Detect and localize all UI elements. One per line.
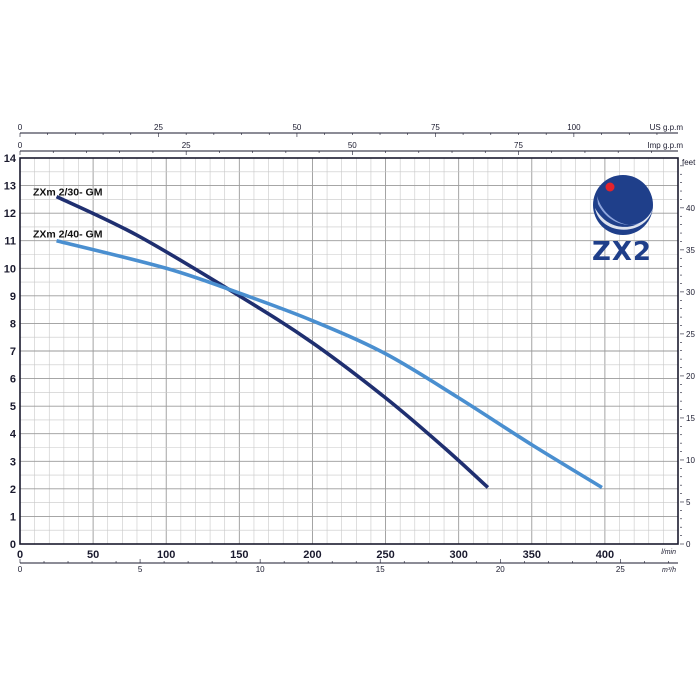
y-tick-label: 2 [10,484,16,496]
logo-dot [605,182,615,192]
secondary-x-tick-label: 0 [18,565,23,574]
series-line-1 [55,194,490,489]
logo-swirl [597,196,652,225]
y-tick-label: 3 [10,456,16,468]
right-axis-tick-label: 35 [686,246,695,255]
series-line-2 [56,238,603,490]
secondary-x-unit-label: m³/h [662,567,676,574]
top-axis-us-gpm-tick-label: 100 [567,123,581,132]
y-tick-label: 11 [4,236,16,248]
x-tick-label: 0 [17,549,23,561]
y-tick-label: 9 [10,291,16,303]
right-axis-tick-label: 30 [686,288,695,297]
brand-logo: ZX2 [592,175,653,267]
top-axis-us-gpm-tick-label: 50 [292,123,301,132]
top-axis-imp-gpm-tick-label: 50 [348,141,357,150]
x-tick-label: 250 [376,549,394,561]
y-tick-label: 1 [10,511,16,523]
x-tick-label: 300 [449,549,467,561]
x-tick-label: 400 [596,549,614,561]
right-axis-tick-label: 40 [686,204,695,213]
right-axis-tick-label: 10 [686,456,695,465]
secondary-x-tick-label: 10 [256,565,265,574]
series-label-1: ZXm 2/30- GM [33,187,103,199]
series-lines [55,194,603,490]
y-tick-label: 10 [4,263,16,275]
y-tick-label: 7 [10,346,16,358]
grid [19,157,679,545]
right-axis-tick-label: 5 [686,498,691,507]
top-axis-us-gpm-tick-label: 75 [431,123,440,132]
logo-text: ZX2 [592,237,652,267]
y-tick-label: 14 [4,153,17,165]
x-tick-label: 200 [303,549,321,561]
x-tick-label: 350 [523,549,541,561]
logo-swirl-highlight [595,208,653,230]
series-labels: ZXm 2/30- GM ZXm 2/40- GM [33,187,103,241]
y-tick-label: 0 [10,539,16,551]
y-tick-label: 4 [10,429,17,441]
secondary-x-tick-label: 20 [496,565,505,574]
top-axis-imp-gpm-tick-label: 25 [182,141,191,150]
y-tick-label: 5 [10,401,16,413]
top-axis-us-gpm-tick-label: 0 [18,123,23,132]
x-tick-label: 150 [230,549,248,561]
y-tick-label: 13 [4,181,16,193]
logo-circle [593,175,653,235]
secondary-x-tick-label: 15 [376,565,385,574]
x-tick-label: 100 [157,549,175,561]
x-unit-label: l/min [661,549,676,556]
secondary-x-tick-label: 25 [616,565,625,574]
right-axis-tick-label: 20 [686,372,695,381]
top-axis-us-gpm-unit-label: US g.p.m [650,123,684,132]
x-tick-label: 50 [87,549,99,561]
y-tick-label: 12 [4,208,16,220]
series-label-2: ZXm 2/40- GM [33,229,103,241]
top-axis-imp-gpm-unit-label: Imp g.p.m [647,141,683,150]
right-axis-unit-label: feet [682,158,696,167]
right-axis-tick-label: 15 [686,414,695,423]
top-axis-us-gpm-tick-label: 25 [154,123,163,132]
top-axis-imp-gpm-tick-label: 75 [514,141,523,150]
top-axis-imp-gpm-tick-label: 0 [18,141,23,150]
y-tick-label: 8 [10,318,16,330]
y-tick-label: 6 [10,374,16,386]
secondary-x-tick-label: 5 [138,565,143,574]
plot-frame [19,157,679,545]
right-axis-tick-label: 0 [686,540,691,549]
right-axis-tick-label: 25 [686,330,695,339]
